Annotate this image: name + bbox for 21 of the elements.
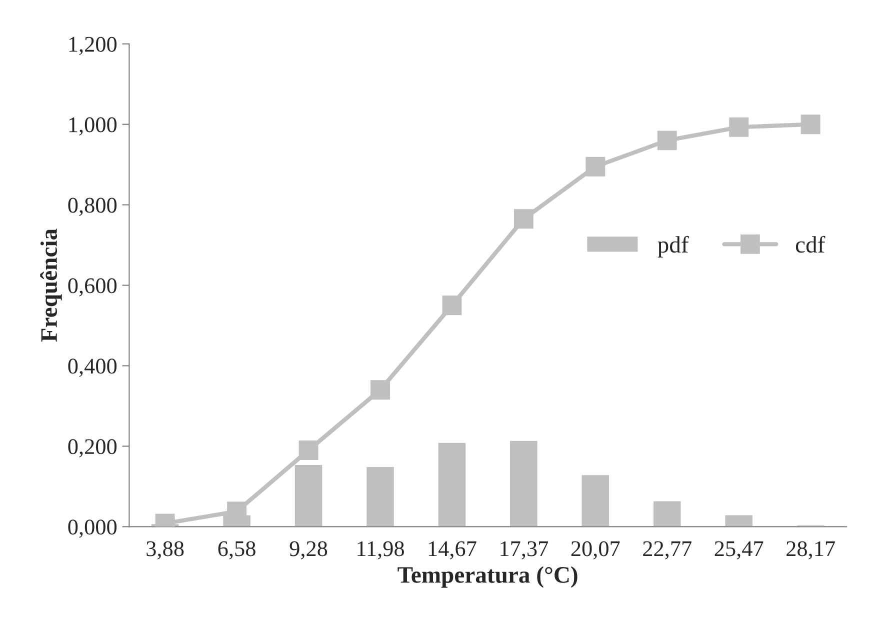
x-tick-label: 3,88 [146,541,184,560]
legend-label: pdf [658,236,689,258]
y-tick-label: 0,200 [68,439,117,458]
x-tick-label: 11,98 [358,541,404,560]
x-tick-label: 6,58 [218,541,256,560]
legend-label: cdf [796,236,826,253]
x-tick-label: 25,47 [714,541,764,560]
y-tick-label: 0,400 [68,358,117,377]
x-tick-label: 9,28 [290,541,328,560]
x-tick-label: 17,37 [500,541,548,560]
y-tick-label: 0,000 [68,520,117,538]
x-tick-label: 22,77 [643,541,692,560]
y-tick-label: 1,200 [69,36,117,56]
y-tick-label: 0,600 [68,278,117,296]
x-axis-title: Temperatura (°C) [398,566,578,588]
x-tick-label: 14,67 [428,541,476,560]
y-axis-title: Frequência [40,228,62,342]
y-tick-label: 0,800 [68,198,117,216]
y-tick-label: 1,000 [69,117,117,136]
x-tick-label: 20,07 [571,541,620,560]
x-tick-label: 28,17 [786,541,835,560]
